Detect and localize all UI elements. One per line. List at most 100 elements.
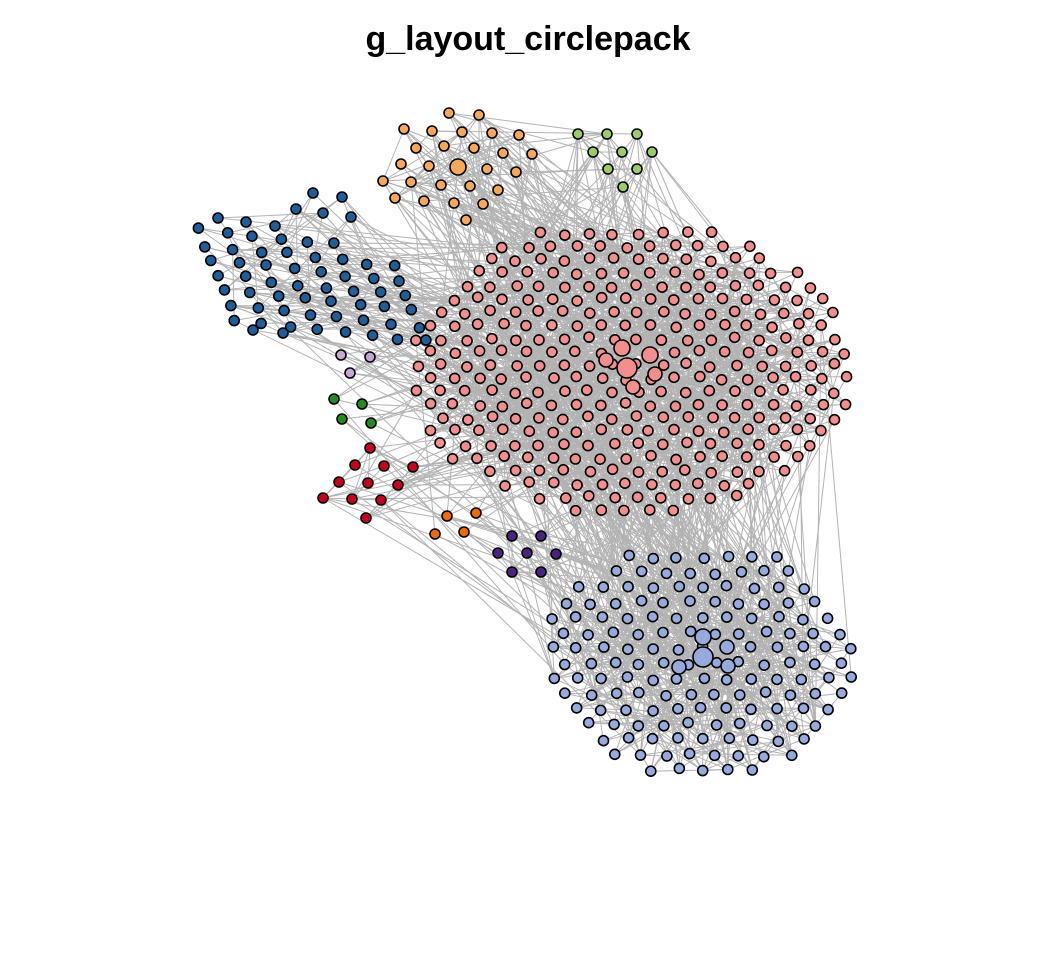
graph-node-salmon — [532, 439, 544, 452]
graph-node-lightblue — [746, 764, 759, 776]
graph-node-lightblue — [772, 735, 785, 748]
graph-node-salmon — [791, 294, 803, 307]
graph-node-salmon — [448, 294, 461, 307]
graph-edge — [754, 588, 815, 602]
graph-edge — [443, 134, 520, 147]
graph-node-lightblue — [723, 732, 736, 745]
graph-node-salmon — [777, 307, 790, 320]
graph-edge — [446, 313, 466, 517]
graph-node-orange — [398, 123, 410, 135]
graph-node-lightblue — [610, 565, 623, 577]
graph-node-salmon — [793, 317, 805, 330]
graph-node-lightgreen — [572, 128, 584, 140]
graph-node-lightblue — [732, 598, 745, 610]
graph-node-lightgreen — [617, 181, 629, 193]
graph-node-lightblue — [798, 583, 811, 595]
graph-node-steelblue — [299, 291, 312, 304]
graph-node-salmon — [532, 305, 544, 317]
graph-node-lightblue — [746, 550, 758, 563]
graph-node-steelblue — [192, 222, 205, 234]
plot-title: g_layout_circlepack — [365, 20, 691, 58]
graph-node-salmon — [568, 345, 581, 358]
graph-node-salmon — [583, 360, 596, 372]
graph-edge — [800, 393, 835, 680]
graph-node-orange — [410, 142, 422, 154]
graph-edge — [734, 311, 802, 680]
graph-node-salmon — [756, 360, 769, 373]
graph-edge — [410, 181, 640, 693]
graph-edge — [463, 415, 637, 533]
graph-node-salmon — [496, 423, 509, 436]
graph-node-salmon — [609, 491, 622, 504]
graph-node-salmon — [753, 465, 765, 478]
graph-node-salmon — [509, 387, 522, 400]
graph-node-lightblue — [622, 731, 635, 744]
graph-node-salmon — [740, 451, 753, 463]
graph-node-salmon — [556, 413, 569, 426]
graph-node-lavender — [344, 367, 356, 379]
graph-node-orange — [526, 148, 538, 160]
graph-node-salmon — [645, 449, 657, 462]
graph-node-salmon — [680, 281, 692, 294]
graph-node-salmon — [570, 426, 583, 439]
graph-node-lightblue — [797, 640, 810, 653]
graph-node-salmon — [670, 453, 682, 466]
graph-node-salmon — [619, 319, 632, 332]
graph-node-salmon — [620, 453, 633, 465]
graph-node-salmon — [557, 463, 570, 476]
graph-node-orange — [486, 127, 498, 139]
graph-node-salmon — [583, 331, 595, 343]
graph-node-steelblue — [354, 298, 367, 311]
graph-edge — [526, 552, 627, 711]
graph-node-purple — [550, 548, 562, 560]
graph-node-salmon — [547, 452, 560, 464]
graph-node-salmon — [532, 386, 544, 399]
graph-edge — [591, 694, 678, 710]
graph-node-salmon — [729, 251, 742, 264]
graph-node-red — [407, 461, 419, 473]
graph-node-salmon — [595, 399, 607, 412]
graph-edge — [540, 571, 602, 711]
graph-node-salmon — [484, 465, 496, 478]
graph-node-salmon — [486, 384, 498, 396]
graph-edge — [555, 350, 773, 555]
graph-node-salmon — [804, 412, 817, 425]
graph-node-lightblue — [733, 689, 746, 701]
graph-node-lightblue — [807, 627, 819, 640]
graph-node-lightblue — [597, 581, 610, 593]
graph-node-salmon — [669, 266, 682, 278]
graph-edge — [400, 163, 716, 575]
graph-node-salmon — [594, 453, 606, 466]
graph-edge — [497, 152, 504, 191]
graph-edge — [511, 535, 826, 648]
graph-node-salmon — [621, 242, 634, 254]
graph-edge — [511, 571, 555, 679]
graph-node-lightblue — [758, 659, 771, 672]
graph-edge — [714, 419, 835, 635]
graph-node-steelblue — [385, 318, 397, 331]
graph-node-salmon — [802, 334, 815, 347]
graph-node-green — [336, 413, 348, 425]
graph-edge — [366, 263, 539, 312]
graph-node-salmon — [707, 411, 719, 424]
graph-node-salmon — [632, 437, 645, 449]
graph-edge — [198, 227, 842, 694]
graph-node-salmon — [704, 437, 717, 450]
graph-node-salmon — [815, 424, 827, 437]
graph-node-lightblue — [672, 644, 685, 656]
graph-edge — [475, 404, 748, 514]
graph-node-salmon — [718, 345, 731, 358]
graph-node-orange — [423, 160, 435, 172]
graph-edge — [397, 418, 811, 486]
graph-node-lightblue — [746, 734, 759, 746]
graph-node-lightblue — [795, 673, 808, 686]
graph-node-lightblue — [657, 656, 670, 669]
graph-node-salmon — [619, 397, 632, 409]
graph-node-lightblue — [647, 643, 660, 655]
graph-node-orange — [464, 180, 476, 192]
graph-node-orange — [473, 109, 485, 121]
graph-edge — [354, 464, 793, 727]
graph-node-salmon — [570, 398, 583, 411]
graph-node-salmon — [448, 320, 461, 333]
